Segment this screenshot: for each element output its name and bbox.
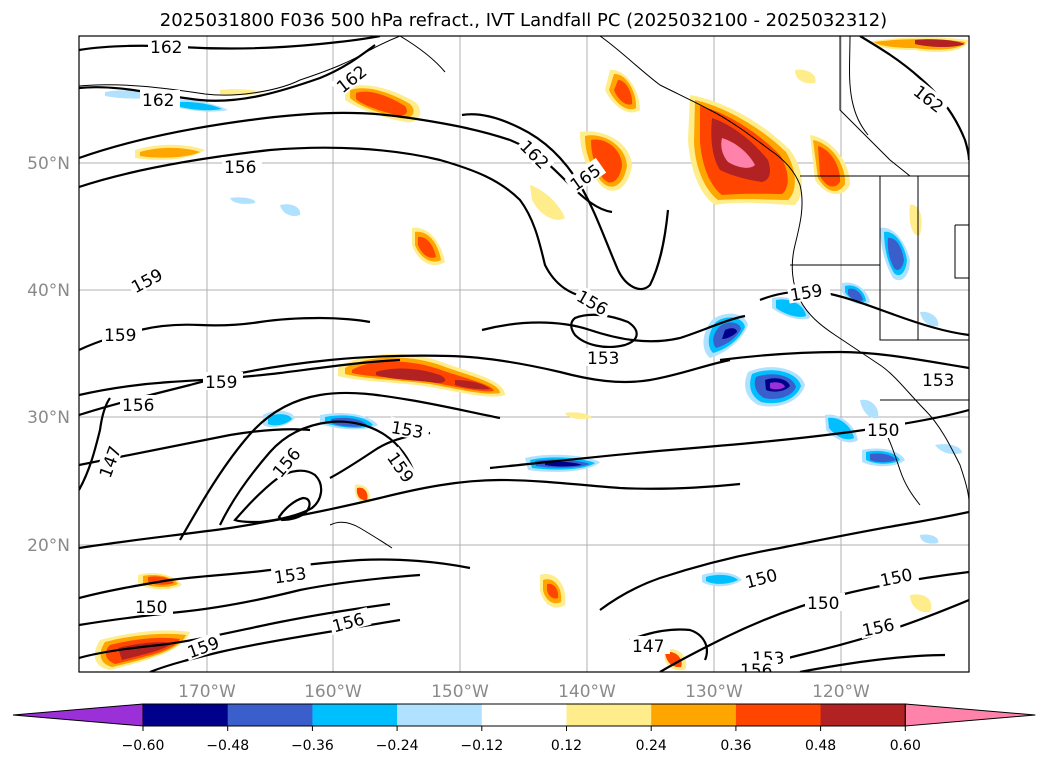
lon-label: 150°W bbox=[431, 682, 489, 702]
contour-label: 159 bbox=[104, 326, 136, 346]
colorbar-swatch bbox=[566, 704, 652, 726]
positive-shading bbox=[94, 37, 968, 671]
lat-label: 50°N bbox=[27, 154, 70, 174]
contour-label: 153 bbox=[922, 371, 954, 391]
colorbar-tick-label: −0.60 bbox=[122, 738, 165, 754]
lon-label: 160°W bbox=[304, 682, 362, 702]
colorbar-tick-label: −0.12 bbox=[460, 738, 503, 754]
lon-label: 120°W bbox=[812, 682, 870, 702]
colorbar-swatch bbox=[735, 704, 822, 726]
colorbar-swatch bbox=[227, 704, 313, 726]
contour-label: 156 bbox=[740, 661, 772, 681]
colorbar-tick-label: 0.36 bbox=[720, 738, 751, 754]
contour-label: 147 bbox=[632, 637, 664, 657]
contour-label: 150 bbox=[807, 594, 839, 614]
contour-label: 150 bbox=[867, 421, 899, 441]
lon-label: 140°W bbox=[558, 682, 616, 702]
contour-label: 156 bbox=[224, 158, 256, 178]
colorbar-tick-label: 0.24 bbox=[636, 738, 667, 754]
colorbar-swatch bbox=[397, 704, 483, 726]
contour-label: 150 bbox=[135, 598, 167, 618]
colorbar-tick-label: 0.48 bbox=[805, 738, 836, 754]
colorbar-swatch bbox=[651, 704, 737, 726]
colorbar-swatch bbox=[312, 704, 398, 726]
colorbar-tick-label: 0.12 bbox=[551, 738, 582, 754]
colorbar-swatch bbox=[481, 704, 567, 726]
contour-label: 153 bbox=[587, 349, 619, 369]
latitude-labels: 50°N 40°N 30°N 20°N bbox=[27, 154, 70, 556]
contour-label: 162 bbox=[142, 91, 174, 111]
colorbar-tick-label: 0.60 bbox=[890, 738, 921, 754]
colorbar-extend-min bbox=[12, 703, 144, 727]
colorbar-swatch bbox=[820, 704, 906, 726]
borders bbox=[790, 36, 969, 401]
lon-label: 130°W bbox=[685, 682, 743, 702]
colorbar-extend-max bbox=[904, 703, 1036, 727]
map-title: 2025031800 F036 500 hPa refract., IVT La… bbox=[159, 10, 888, 31]
colorbar-tick-label: −0.36 bbox=[291, 738, 334, 754]
lon-label: 170°W bbox=[178, 682, 236, 702]
contour-label: 159 bbox=[205, 373, 237, 393]
colorbar-tick-label: −0.24 bbox=[376, 738, 419, 754]
map-panel: 162 162 162 162 156 159 159 156 159 147 bbox=[78, 35, 970, 681]
longitude-labels: 170°W 160°W 150°W 140°W 130°W 120°W bbox=[178, 682, 870, 702]
contour-label: 153 bbox=[273, 564, 308, 588]
colorbar-tick-label: −0.48 bbox=[206, 738, 249, 754]
lat-label: 40°N bbox=[27, 281, 70, 301]
colorbar: −0.60 −0.48 −0.36 −0.24 −0.12 0.12 0.24 0.36 0.4… bbox=[12, 703, 1036, 754]
lat-label: 20°N bbox=[27, 536, 70, 556]
colorbar-swatch bbox=[143, 704, 229, 726]
contour-label: 162 bbox=[150, 38, 182, 58]
contour-label: 156 bbox=[122, 396, 154, 416]
lat-label: 30°N bbox=[27, 408, 70, 428]
